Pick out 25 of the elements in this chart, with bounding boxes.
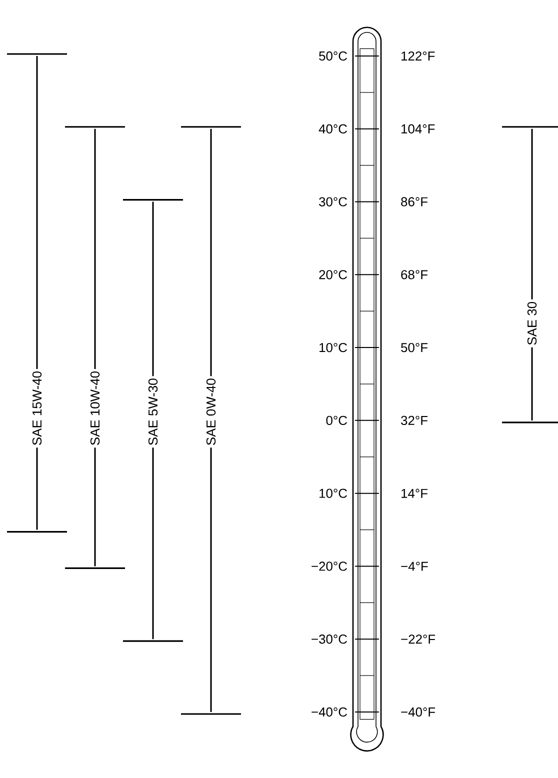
y-tick-label: −22°F [401,634,436,644]
y-tick-label: 50°F [401,342,428,352]
x-tick-label: SAE 5W-30 [148,378,158,445]
x-tick-label: SAE 10W-40 [90,371,100,445]
x-tick-label: SAE 30 [527,302,537,345]
y-tick-label: 86°F [401,197,428,206]
y-tick-label: 0°C [326,416,347,426]
y-tick-label: 68°F [401,270,428,280]
y-tick-label: −40°F [401,707,436,717]
y-tick-label: −20°C [312,562,347,571]
y-tick-label: 50°C [319,51,347,61]
y-tick-label: 10°C [320,488,347,498]
x-tick-label: SAE 0W-40 [206,378,216,445]
y-tick-label: 30°C [319,197,347,206]
y-tick-label: 122°F [402,51,435,61]
y-tick-label: −30°C [312,634,347,644]
y-tick-label: −40°C [312,707,347,717]
y-tick-label: 40°C [318,124,347,134]
y-tick-label: −4°F [401,562,428,571]
y-tick-label: 10°C [320,342,347,352]
y-tick-label: 20°C [319,270,347,280]
x-tick-label: SAE 15W-40 [32,371,42,445]
y-tick-label: 14°F [402,488,428,498]
y-tick-label: 104°F [402,124,435,134]
y-tick-label: 32°F [401,416,428,426]
